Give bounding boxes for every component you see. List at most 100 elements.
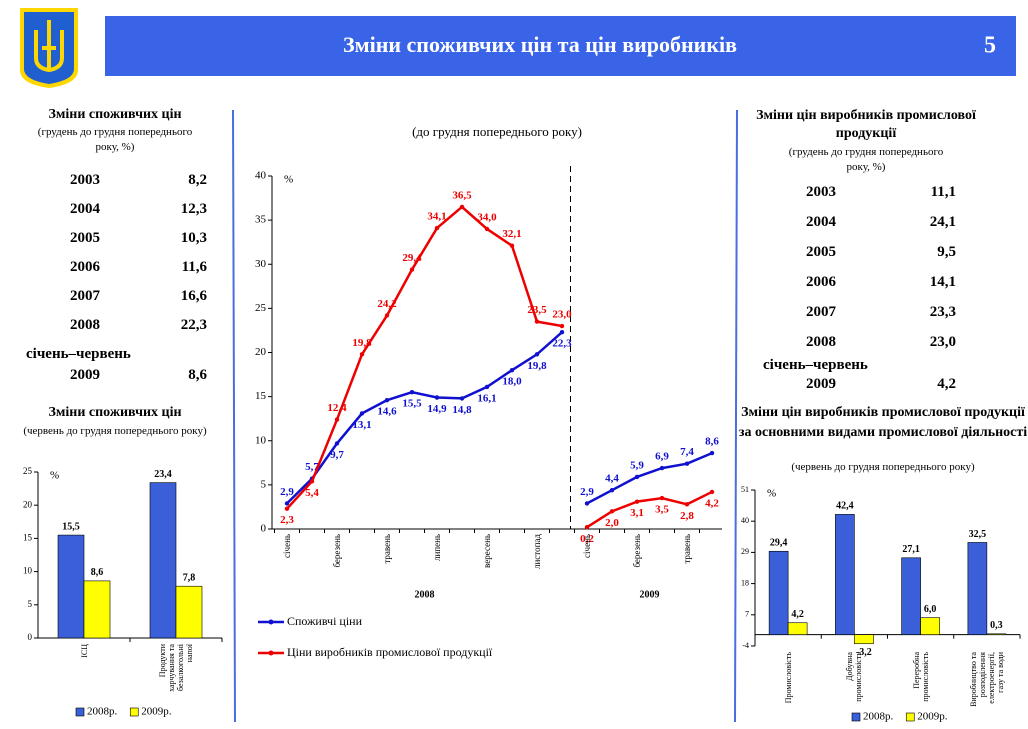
data-label: 23,5 xyxy=(527,304,547,316)
table-year: 2003 xyxy=(806,184,836,200)
point xyxy=(584,501,590,506)
page-number: 5 xyxy=(984,33,996,59)
y-tick-label: 15 xyxy=(23,532,33,542)
data-label: 3,1 xyxy=(630,507,644,519)
legend-label: 2008р. xyxy=(863,711,894,723)
data-label: 14,9 xyxy=(427,403,447,415)
divider xyxy=(232,109,236,723)
y-tick-label: 20 xyxy=(255,346,267,358)
point xyxy=(284,506,290,511)
legend-marker xyxy=(268,650,274,656)
chart-subtitle: (до грудня попереднього року) xyxy=(412,124,582,139)
table-year: 2008 xyxy=(70,317,100,333)
data-label: 23,0 xyxy=(552,309,572,321)
table-year: 2007 xyxy=(70,288,100,304)
table-value: 9,5 xyxy=(937,244,956,260)
y-tick-label: 29 xyxy=(741,547,749,556)
data-label: 14,6 xyxy=(377,406,397,418)
table-value: 23,0 xyxy=(929,334,956,350)
legend-swatch xyxy=(129,707,139,717)
table-value: 23,3 xyxy=(929,304,956,320)
y-tick-label: 25 xyxy=(23,466,33,476)
data-label: 0,2 xyxy=(580,533,594,545)
data-label: 2,9 xyxy=(280,486,294,498)
y-tick-label: 5 xyxy=(28,599,33,609)
data-label: 23,4 xyxy=(154,469,172,480)
x-tick-label: Добувна промисловість xyxy=(845,652,864,702)
x-tick-label: вересень xyxy=(482,534,492,568)
chart-title: Зміни цін виробників промислової продукц… xyxy=(738,405,1028,440)
coat-of-arms xyxy=(20,8,78,88)
point xyxy=(384,397,390,403)
table-value: 10,3 xyxy=(180,230,207,246)
data-label: 2,3 xyxy=(280,514,294,526)
table-value: 11,1 xyxy=(930,184,956,200)
point xyxy=(384,313,390,318)
data-label: 13,1 xyxy=(352,419,371,431)
x-tick-label: травень xyxy=(382,534,392,564)
data-label: 5,9 xyxy=(630,459,644,471)
legend-swatch xyxy=(905,712,915,722)
x-group-label: 2008 xyxy=(415,589,435,600)
data-label: 0,3 xyxy=(990,620,1003,631)
x-tick-label: Продукти харчування та безалкогольні нап… xyxy=(158,644,194,692)
table-title: Зміни споживчих цін xyxy=(48,107,182,122)
y-tick-label: 35 xyxy=(255,214,267,226)
point xyxy=(559,330,565,335)
data-label: 9,7 xyxy=(330,449,344,461)
x-group-label: 2009 xyxy=(640,589,660,600)
table-year: 2005 xyxy=(806,244,836,260)
data-label: 7,4 xyxy=(680,446,694,458)
legend-label: Ціни виробників промислової продукції xyxy=(287,645,493,659)
point xyxy=(534,319,540,324)
bar xyxy=(967,542,988,635)
bar xyxy=(57,534,85,639)
point xyxy=(659,495,665,501)
data-label: 4,2 xyxy=(705,497,719,509)
data-label: 19,8 xyxy=(527,360,547,372)
table-value: 22,3 xyxy=(180,317,207,333)
data-label: 8,6 xyxy=(705,436,719,448)
legend-swatch xyxy=(851,712,861,722)
table-title: Зміни цін виробників промислової продукц… xyxy=(756,108,976,141)
table-subtitle: (грудень до грудня попереднього року, %) xyxy=(788,146,944,173)
point xyxy=(359,352,365,357)
data-label: 8,6 xyxy=(91,567,104,578)
line xyxy=(586,451,713,505)
point xyxy=(709,450,715,456)
bar xyxy=(986,633,1007,635)
point xyxy=(459,396,465,401)
data-label: 29,4 xyxy=(402,252,422,264)
point xyxy=(634,474,640,480)
table-value: 24,1 xyxy=(929,214,956,230)
table-value: 8,6 xyxy=(188,367,207,383)
y-tick-label: 25 xyxy=(255,302,267,314)
table-period: січень–червень xyxy=(26,346,131,362)
table-year: 2007 xyxy=(806,304,836,320)
data-label: 24,2 xyxy=(377,298,397,310)
x-tick-label: січень xyxy=(582,534,592,558)
y-tick-label: 20 xyxy=(23,499,33,509)
y-unit: % xyxy=(284,174,293,186)
table-value: 4,2 xyxy=(937,376,956,392)
point xyxy=(284,501,290,506)
data-label: 32,5 xyxy=(969,529,987,540)
table-year: 2005 xyxy=(70,230,100,246)
data-label: 36,5 xyxy=(452,189,472,201)
point xyxy=(434,395,440,400)
bar xyxy=(787,622,808,635)
data-label: 6,0 xyxy=(924,604,937,615)
data-label: 15,5 xyxy=(402,398,422,410)
table-year: 2006 xyxy=(806,274,836,290)
data-label: 2,8 xyxy=(680,510,694,522)
table-year: 2009 xyxy=(806,376,836,392)
table-year: 2006 xyxy=(70,259,100,275)
line xyxy=(286,331,563,505)
x-tick-label: березень xyxy=(632,534,642,568)
data-label: 18,0 xyxy=(502,376,522,388)
trident xyxy=(34,20,64,73)
point xyxy=(334,417,340,422)
legend-label: 2009р. xyxy=(141,706,172,718)
